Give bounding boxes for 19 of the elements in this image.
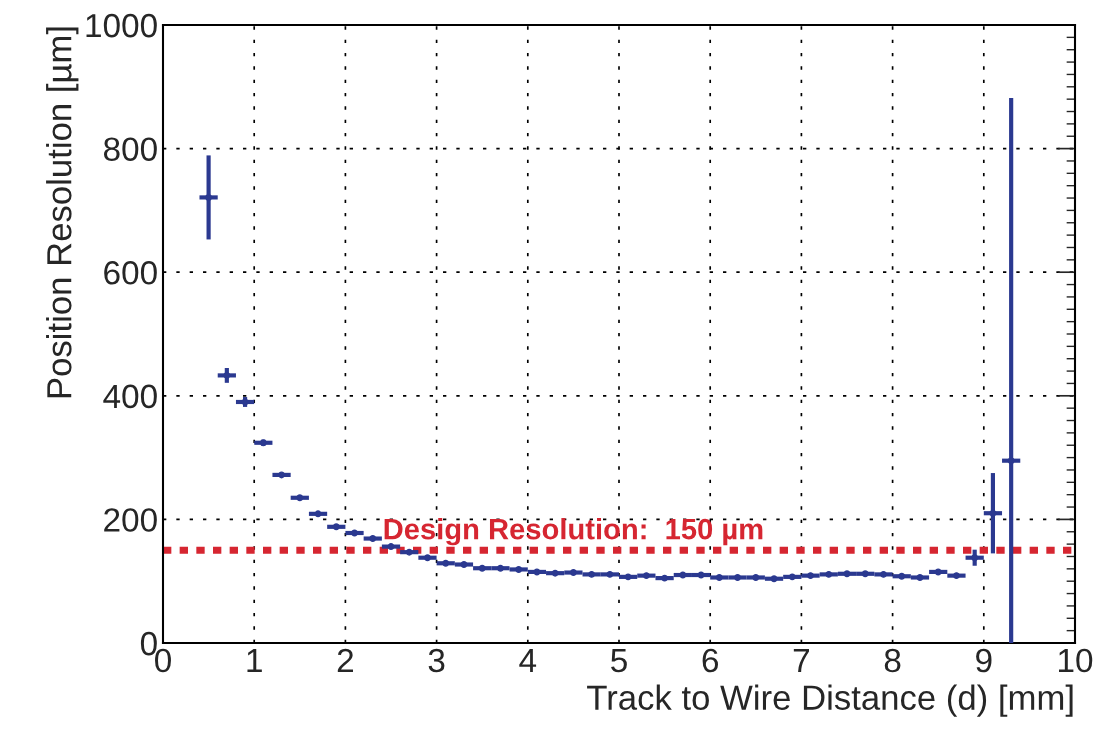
x-tick-label: 4 bbox=[519, 649, 537, 673]
x-tick-label: 10 bbox=[1059, 648, 1093, 673]
x-tick-label: 8 bbox=[884, 648, 901, 673]
x-tick-label: 7 bbox=[793, 649, 809, 673]
x-tick-label: 6 bbox=[702, 648, 718, 673]
y-tick-label: 400 bbox=[103, 384, 157, 409]
y-tick-label: 1000 bbox=[86, 13, 157, 38]
x-axis-title: Track to Wire Distance (d) [mm] bbox=[587, 684, 1073, 717]
ref-line-label: Design Resolution: 150 µm bbox=[384, 518, 763, 546]
x-tick-label: 5 bbox=[611, 649, 627, 673]
y-axis-title: Position Resolution [µm] bbox=[46, 27, 79, 398]
y-tick-label: 0 bbox=[140, 631, 157, 656]
y-tick-label: 600 bbox=[104, 261, 157, 285]
y-tick-label: 200 bbox=[104, 508, 157, 532]
x-tick-label: 2 bbox=[337, 648, 353, 673]
y-tick-label: 800 bbox=[103, 137, 157, 162]
x-tick-label: 3 bbox=[428, 648, 445, 673]
x-tick-label: 9 bbox=[976, 648, 992, 673]
x-tick-label: 1 bbox=[247, 649, 262, 673]
